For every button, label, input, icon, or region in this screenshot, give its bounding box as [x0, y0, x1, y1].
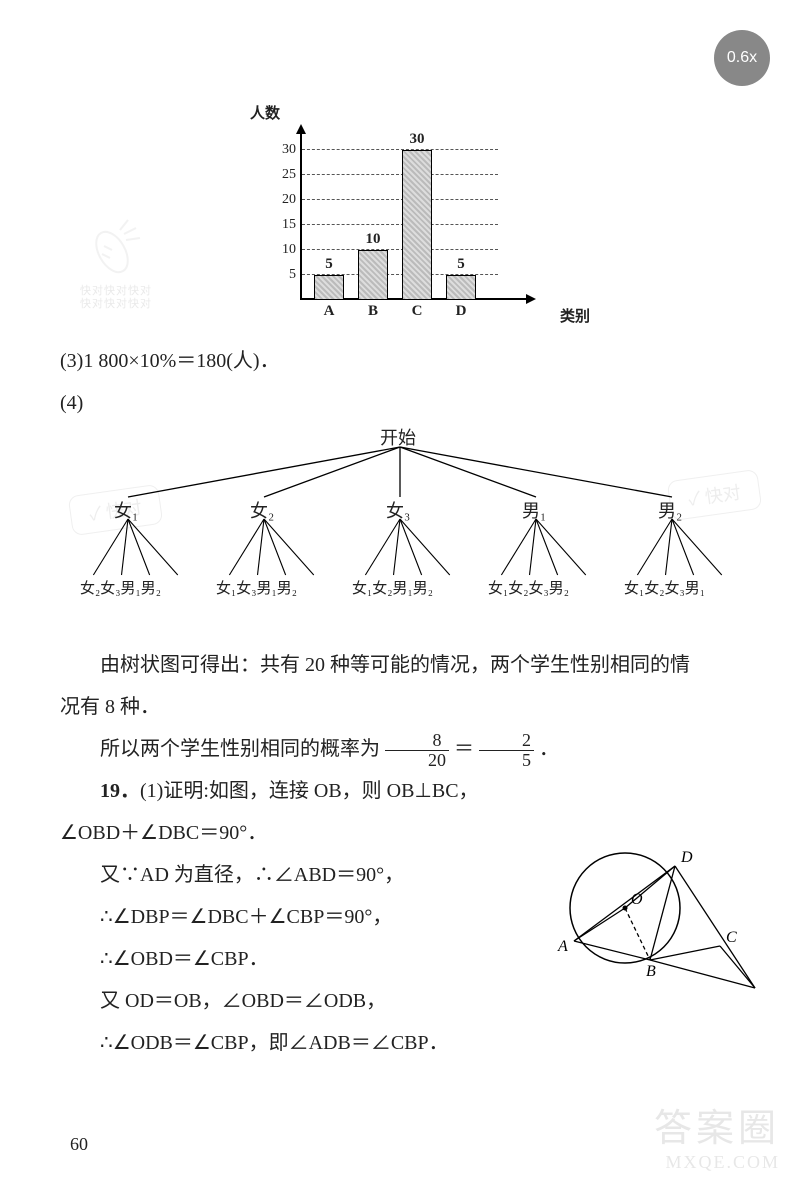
- text-p2: 所以两个学生性别相同的概率为 820 ＝ 25 ．: [60, 728, 740, 770]
- text-q4: (4): [60, 382, 740, 424]
- bar-B: [358, 250, 388, 300]
- text-q3: (3)1 800×10%＝180(人)．: [60, 340, 740, 382]
- text-l3: ∴∠DBP＝∠DBC＋∠CBP＝90°，: [60, 896, 560, 938]
- equals: ＝: [454, 738, 474, 760]
- bar-value-A: 5: [314, 256, 344, 273]
- xtick-A: A: [314, 303, 344, 320]
- tree-l1-0: 女₁: [114, 497, 138, 523]
- answer-watermark: 答案圈 MXQE.COM: [654, 1097, 780, 1173]
- text-l5: 又 OD＝OB，∠OBD＝∠ODB，: [60, 980, 560, 1022]
- x-axis-label: 类别: [560, 305, 590, 326]
- text-p2b: ．: [539, 738, 559, 760]
- q19-num: 19．: [100, 780, 140, 802]
- xtick-B: B: [358, 303, 388, 320]
- tree-l2-4: 女₁女₂女₃男₁: [624, 577, 705, 598]
- text-q19: 19．(1)证明:如图，连接 OB，则 OB⊥BC，: [60, 770, 740, 812]
- tree-l1-3: 男₁: [522, 497, 546, 523]
- bar-C: [402, 150, 432, 300]
- text-l2: 又∵AD 为直径，∴∠ABD＝90°，: [60, 854, 560, 896]
- text-p2a: 所以两个学生性别相同的概率为: [100, 738, 380, 760]
- tree-l1-4: 男₂: [658, 497, 682, 523]
- svg-text:A: A: [557, 938, 568, 955]
- text-p1: 由树状图可得出：共有 20 种等可能的情况，两个学生性别相同的情: [60, 644, 740, 686]
- fraction-2: 25: [479, 731, 534, 770]
- bar-A: [314, 275, 344, 300]
- tree-diagram: 开始女₁女₂女₃男₁男₂女₂女₃男₁男₂女₁女₃男₁男₂女₁女₂男₁男₂女₁女₂…: [60, 424, 740, 624]
- text-p1b: 况有 8 种．: [60, 686, 740, 728]
- xtick-D: D: [446, 303, 476, 320]
- frac1-num: 8: [385, 731, 449, 751]
- q19-body: (1)证明:如图，连接 OB，则 OB⊥BC，: [140, 780, 479, 802]
- svg-text:B: B: [646, 963, 656, 980]
- answer-brand-2: MXQE.COM: [654, 1152, 780, 1173]
- bar-value-B: 10: [358, 231, 388, 248]
- tree-l1-1: 女₂: [250, 497, 274, 523]
- fraction-1: 820: [385, 731, 449, 770]
- svg-text:D: D: [680, 849, 693, 866]
- frac2-den: 5: [479, 751, 534, 770]
- bar-chart: 人数类别510152025305A10B30C5D: [60, 120, 740, 320]
- watermark-text-1: 快对快对快对: [80, 285, 152, 298]
- y-axis-label: 人数: [250, 102, 280, 123]
- carrot-watermark: 快对快对快对 快对快对快对: [80, 210, 152, 311]
- frac2-num: 2: [479, 731, 534, 751]
- tree-l2-3: 女₁女₂女₃男₂: [488, 577, 569, 598]
- text-l1: ∠OBD＋∠DBC＝90°．: [60, 812, 560, 854]
- zoom-badge: 0.6x: [714, 30, 770, 86]
- bar-value-C: 30: [402, 131, 432, 148]
- tree-root: 开始: [380, 424, 416, 450]
- tree-l2-2: 女₁女₂男₁男₂: [352, 577, 433, 598]
- text-l6: ∴∠ODB＝∠CBP，即∠ADB＝∠CBP．: [60, 1022, 560, 1064]
- bar-value-D: 5: [446, 256, 476, 273]
- tree-l2-1: 女₁女₃男₁男₂: [216, 577, 297, 598]
- bar-D: [446, 275, 476, 300]
- frac1-den: 20: [385, 751, 449, 770]
- answer-brand-1: 答案圈: [654, 1097, 780, 1152]
- watermark-text-2: 快对快对快对: [80, 298, 152, 311]
- page-number: 60: [70, 1134, 88, 1155]
- svg-text:C: C: [726, 929, 737, 946]
- xtick-C: C: [402, 303, 432, 320]
- tree-l2-0: 女₂女₃男₁男₂: [80, 577, 161, 598]
- circle-figure: OABCDP: [540, 838, 760, 1018]
- svg-text:O: O: [631, 891, 643, 908]
- tree-l1-2: 女₃: [386, 497, 410, 523]
- text-l4: ∴∠OBD＝∠CBP．: [60, 938, 560, 980]
